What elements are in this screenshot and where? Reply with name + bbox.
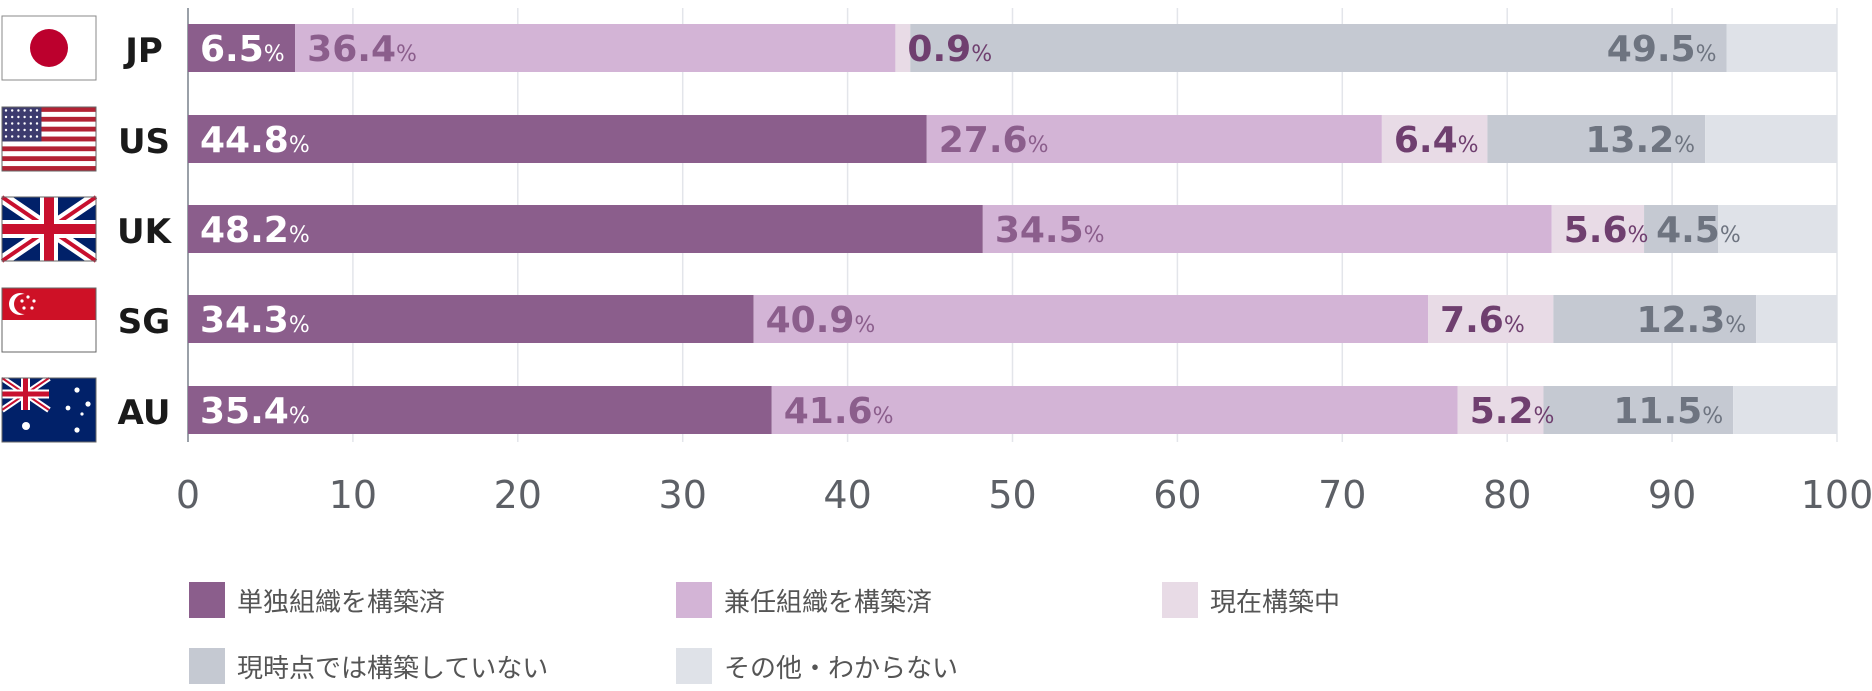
data-label: 34.3%: [200, 300, 310, 341]
category-label: JP: [123, 31, 163, 71]
category-labels: JP US UK SG AU: [117, 31, 173, 433]
bar-segment: [982, 205, 1552, 253]
data-label: 40.9%: [766, 300, 876, 341]
bar-segment: [1705, 115, 1837, 163]
bar-segment: [1428, 295, 1554, 343]
x-tick-label: 80: [1483, 473, 1531, 517]
data-label: 0.9%: [907, 29, 992, 70]
category-label: SG: [118, 302, 170, 342]
data-label: 6.5%: [200, 29, 285, 70]
bar-segment: [1756, 295, 1837, 343]
bar-segment: [1726, 24, 1837, 72]
singapore-flag-icon: [1, 287, 97, 353]
data-label: 27.6%: [939, 120, 1049, 161]
x-tick-label: 70: [1318, 473, 1366, 517]
x-tick-labels: 0 10 20 30 40 50 60 70 80 90 100: [176, 473, 1872, 517]
data-label: 48.2%: [200, 210, 310, 251]
data-label: 13.2%: [1585, 120, 1695, 161]
data-label: 4.5%: [1656, 210, 1741, 251]
data-label: 6.4%: [1394, 120, 1479, 161]
usa-flag-icon: [1, 106, 97, 172]
bar-segment: [188, 386, 772, 434]
flags-group: [0, 15, 100, 443]
bar-segment: [188, 295, 754, 343]
data-label: 5.6%: [1564, 210, 1649, 251]
bar-segment: [188, 205, 983, 253]
x-tick-label: 0: [176, 473, 200, 517]
data-label: 7.6%: [1440, 300, 1525, 341]
bar-segment: [1551, 205, 1645, 253]
data-label: 12.3%: [1636, 300, 1746, 341]
bar-segment: [771, 386, 1458, 434]
x-tick-label: 10: [329, 473, 377, 517]
bar-segment: [1487, 115, 1706, 163]
data-label: 44.8%: [200, 120, 310, 161]
bars-group: [188, 24, 1837, 434]
bar-segment: [1553, 295, 1757, 343]
x-tick-label: 100: [1801, 473, 1872, 517]
bar-segment: [1457, 386, 1544, 434]
bar-segment: [1543, 386, 1734, 434]
x-tick-label: 30: [659, 473, 707, 517]
bar-segment: [1381, 115, 1488, 163]
category-label: UK: [117, 212, 173, 252]
data-labels: 6.5% 36.4% 0.9% 49.5% 44.8% 27.6% 6.4% 13.2% 48.…: [200, 29, 1746, 432]
bar-segment: [1733, 386, 1837, 434]
bar-segment: [910, 24, 1727, 72]
japan-flag-icon: [1, 15, 97, 81]
x-tick-label: 50: [988, 473, 1036, 517]
bar-segment: [188, 24, 296, 72]
bar-segment: [895, 24, 911, 72]
uk-flag-icon: [0, 192, 100, 266]
bar-segment: [753, 295, 1429, 343]
data-label: 49.5%: [1607, 29, 1717, 70]
data-label: 41.6%: [784, 391, 894, 432]
data-label: 11.5%: [1613, 391, 1723, 432]
data-label: 34.5%: [995, 210, 1105, 251]
bar-segment: [926, 115, 1382, 163]
x-tick-label: 90: [1648, 473, 1696, 517]
data-label: 36.4%: [307, 29, 417, 70]
data-label: 35.4%: [200, 391, 310, 432]
category-label: US: [118, 122, 170, 162]
data-label: 5.2%: [1470, 391, 1555, 432]
bar-segment: [295, 24, 896, 72]
x-tick-label: 40: [823, 473, 871, 517]
x-tick-label: 20: [494, 473, 542, 517]
bar-segment: [1718, 205, 1837, 253]
x-tick-label: 60: [1153, 473, 1201, 517]
bar-segment: [1644, 205, 1719, 253]
category-label: AU: [118, 393, 171, 433]
australia-flag-icon: [0, 375, 97, 443]
bar-segment: [188, 115, 927, 163]
